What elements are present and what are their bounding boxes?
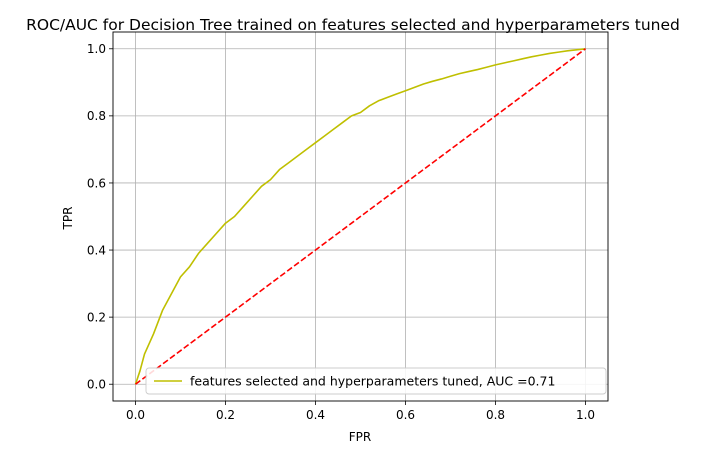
legend-box [145,367,607,395]
y-tick-label: 0.8 [87,109,106,123]
x-tick-label: 1.0 [576,408,595,422]
plot-area [134,47,586,385]
diagonal-baseline-line [135,48,586,385]
x-tick-label: 0.6 [396,408,415,422]
y-tick-label: 0.0 [87,378,106,392]
x-tick-label: 0.2 [216,408,235,422]
legend: features selected and hyperparameters tu… [145,367,607,395]
x-axis-label: FPR [349,430,371,444]
x-tick-label: 0.4 [306,408,325,422]
x-tick-label: 0.0 [126,408,145,422]
legend-entry-roc: features selected and hyperparameters tu… [190,374,555,389]
axes-frame [112,31,609,402]
chart-title: ROC/AUC for Decision Tree trained on fea… [26,16,680,34]
y-tick-label: 1.0 [87,42,106,56]
roc-curve-line [134,47,586,385]
y-axis-label: TPR [61,207,75,231]
x-axis-ticks: 0.0 0.2 0.4 0.6 0.8 1.0 [126,401,595,422]
y-tick-label: 0.4 [87,243,106,257]
y-axis-ticks: 0.0 0.2 0.4 0.6 0.8 1.0 [87,42,113,392]
y-tick-label: 0.2 [87,310,106,324]
y-tick-label: 0.6 [87,176,106,190]
x-tick-label: 0.8 [486,408,505,422]
